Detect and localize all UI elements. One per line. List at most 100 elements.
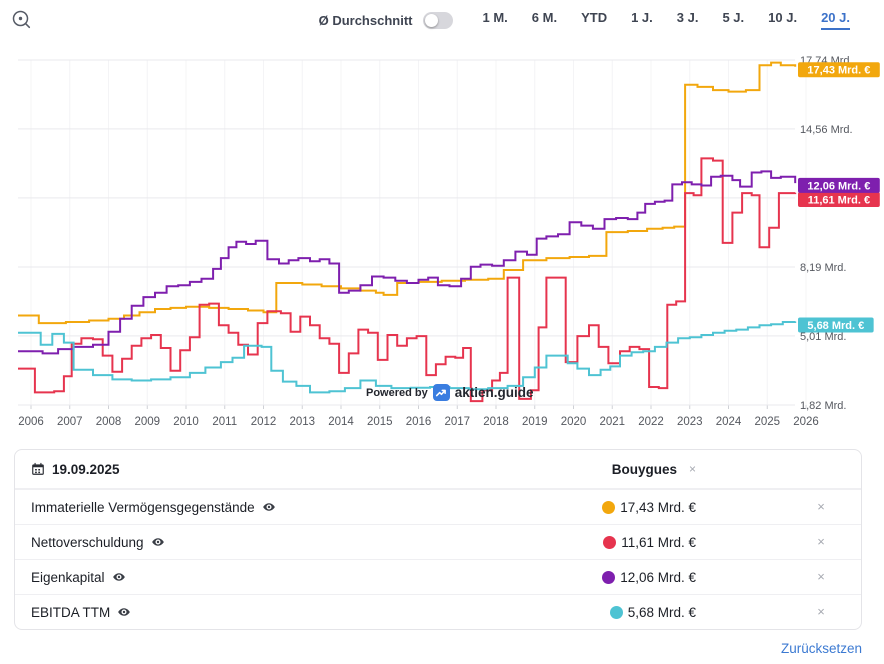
x-axis-label: 2013 (289, 416, 315, 428)
metric-label: Nettoverschuldung (31, 535, 165, 550)
x-axis-label: 2019 (522, 416, 548, 428)
series-end-badge (798, 62, 880, 78)
y-axis-label: 14,56 Mrd. (800, 124, 853, 136)
x-axis-label: 2016 (406, 416, 432, 428)
series-line-nettoverschuldung[interactable] (18, 157, 797, 403)
remove-metric-cell: × (797, 568, 845, 586)
series-end-badge (798, 317, 874, 333)
remove-company-icon[interactable]: × (688, 462, 696, 476)
series-color-dot (602, 570, 616, 584)
x-axis-label: 2009 (134, 416, 160, 428)
x-axis-label: 2011 (212, 416, 237, 428)
range-button-6m[interactable]: 6 M. (531, 10, 558, 25)
calendar-icon (31, 462, 45, 476)
series-end-badge (798, 191, 880, 207)
aktien-guide-logo-icon (432, 384, 450, 401)
x-axis-label: 2021 (599, 416, 625, 428)
watermark-brand: aktien.guide (454, 385, 534, 400)
series-end-badge-label: 12,06 Mrd. € (807, 180, 870, 192)
x-axis-label: 2022 (638, 416, 664, 428)
x-axis-label: 2018 (483, 416, 509, 428)
average-toggle-label: Ø Durchschnitt (318, 12, 413, 28)
x-axis-label: 2024 (716, 416, 742, 428)
metric-value-cell: 12,06 Mrd. € (602, 570, 797, 585)
remove-metric-icon[interactable]: × (817, 534, 825, 549)
x-axis-label: 2017 (444, 416, 470, 428)
toggle-knob (424, 13, 438, 27)
series-line-eigenkapital[interactable] (18, 170, 797, 355)
series-color-dot (602, 500, 616, 514)
metric-value: 5,68 Mrd. € (627, 604, 696, 620)
remove-metric-icon[interactable]: × (817, 604, 825, 619)
zoom-reset-icon[interactable] (10, 8, 34, 32)
remove-metric-icon[interactable]: × (817, 499, 825, 514)
visibility-eye-icon[interactable] (112, 570, 126, 584)
range-button-1j[interactable]: 1 J. (631, 10, 653, 25)
average-toggle-switch[interactable] (422, 11, 453, 29)
x-axis-label: 2026 (793, 416, 819, 428)
table-row: Eigenkapital 12,06 Mrd. € × (15, 559, 861, 594)
chart-svg[interactable]: 2006 2007 2008 2009 2010 2011 2012 2013 2014 2015… (0, 40, 884, 436)
x-axis-label: 2023 (677, 416, 703, 428)
remove-metric-icon[interactable]: × (817, 569, 825, 584)
metric-value-cell: 11,61 Mrd. € (603, 535, 797, 550)
x-axis-label: 2014 (328, 416, 354, 428)
remove-metric-cell: × (797, 603, 845, 621)
visibility-eye-icon[interactable] (117, 605, 131, 619)
metric-value-cell: 5,68 Mrd. € (609, 604, 797, 620)
y-axis-label: 5,01 Mrd. (800, 331, 846, 343)
series-line-immaterielle-verm-gensgegenst-nde[interactable] (18, 61, 797, 325)
average-toggle-group: Ø Durchschnitt (318, 11, 453, 29)
x-axis-label: 2007 (57, 416, 83, 428)
x-axis-label: 2010 (173, 416, 199, 428)
range-button-ytd[interactable]: YTD (581, 10, 608, 25)
metric-name: EBITDA TTM (31, 604, 111, 620)
reset-row: Zurücksetzen (14, 640, 862, 658)
table-row: EBITDA TTM 5,68 Mrd. € × (15, 594, 861, 629)
range-button-1m[interactable]: 1 M. (482, 10, 508, 25)
series-end-badge-label: 5,68 Mrd. € (807, 320, 864, 332)
remove-metric-cell: × (797, 533, 845, 551)
selected-date: 19.09.2025 (52, 461, 120, 477)
x-axis-label: 2020 (561, 416, 587, 428)
watermark-prefix: Powered by (366, 386, 428, 399)
remove-metric-cell: × (797, 498, 845, 516)
range-button-20j[interactable]: 20 J. (821, 10, 850, 30)
series-end-badge-label: 11,61 Mrd. € (808, 194, 870, 206)
series-end-badge-label: 17,43 Mrd. € (807, 65, 870, 77)
table-row: Immaterielle Vermögensgegenstände 17,43 M… (15, 489, 861, 524)
company-column-header: Bouygues × (612, 462, 797, 477)
range-button-10j[interactable]: 10 J. (768, 10, 798, 25)
y-axis-label: 8,19 Mrd. (800, 262, 846, 274)
metric-name: Nettoverschuldung (31, 534, 144, 550)
x-axis-label: 2025 (754, 416, 780, 428)
chart-toolbar: Ø Durchschnitt 1 M. 6 M. YTD 1 J. 3 J. 5 J. 10… (0, 0, 884, 40)
metric-name: Immaterielle Vermögensgegenstände (31, 499, 255, 515)
range-button-3j[interactable]: 3 J. (676, 10, 699, 25)
metric-label: Immaterielle Vermögensgegenstände (31, 500, 276, 515)
metric-name: Eigenkapital (31, 569, 105, 585)
y-axis-label: 1,82 Mrd. (800, 400, 846, 412)
visibility-eye-icon[interactable] (151, 535, 165, 549)
visibility-eye-icon[interactable] (262, 500, 276, 514)
table-row: Nettoverschuldung 11,61 Mrd. € × (15, 524, 861, 559)
range-button-5j[interactable]: 5 J. (722, 10, 745, 25)
chart-area[interactable]: 2006 2007 2008 2009 2010 2011 2012 2013 2014 2015… (0, 40, 884, 436)
range-controls: Ø Durchschnitt 1 M. 6 M. YTD 1 J. 3 J. 5 J. 10… (319, 10, 884, 30)
date-picker[interactable]: 19.09.2025 (31, 462, 120, 477)
series-color-dot (609, 605, 623, 619)
company-name: Bouygues (611, 461, 677, 477)
series-end-badge (798, 177, 880, 193)
x-axis-label: 2006 (18, 416, 44, 428)
metric-value: 17,43 Mrd. € (620, 499, 696, 515)
metric-value: 12,06 Mrd. € (620, 569, 696, 585)
metric-value: 11,61 Mrd. € (621, 534, 696, 550)
watermark-link[interactable]: Powered by aktien.guide (366, 384, 534, 401)
x-axis-label: 2015 (367, 416, 393, 428)
metric-value-cell: 17,43 Mrd. € (602, 500, 797, 515)
metric-label: EBITDA TTM (31, 605, 131, 620)
indicator-table: 19.09.2025 Bouygues × Immaterielle Vermö… (14, 449, 862, 630)
reset-button[interactable]: Zurücksetzen (780, 641, 862, 656)
series-line-ebitda-ttm[interactable] (18, 321, 797, 394)
metric-label: Eigenkapital (31, 570, 126, 585)
